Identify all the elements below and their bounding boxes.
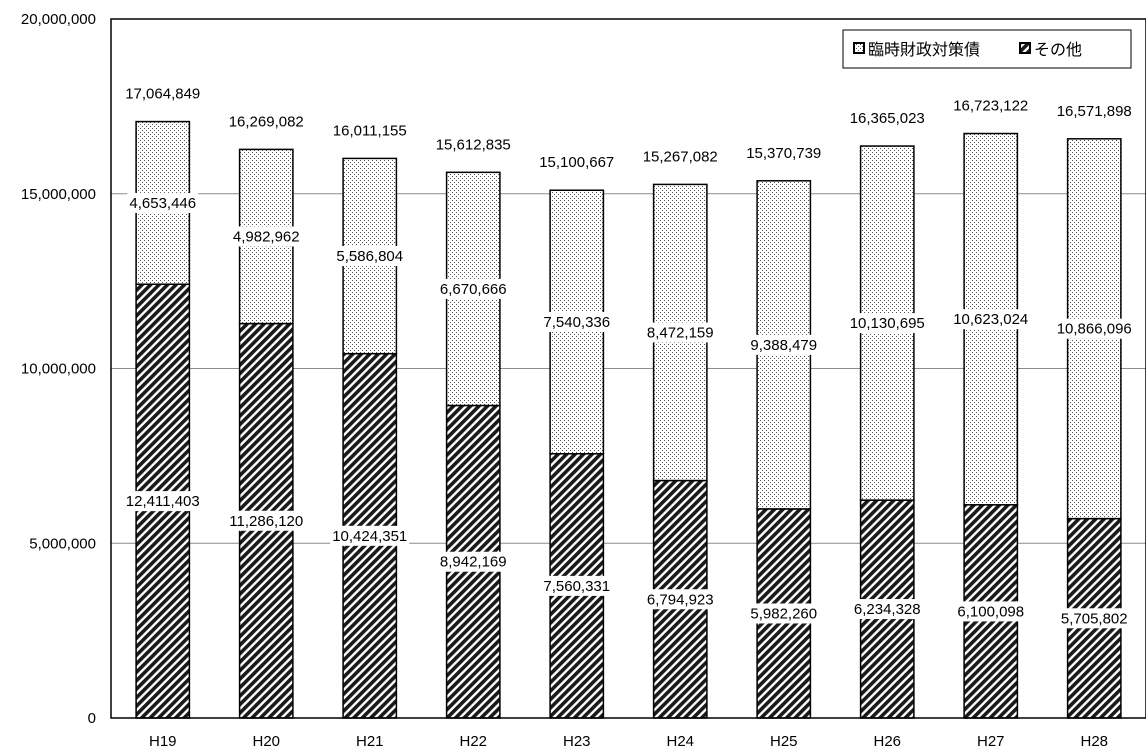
legend-label-rinji: 臨時財政対策債 xyxy=(868,40,980,59)
x-tick-label: H22 xyxy=(459,733,487,750)
legend: 臨時財政対策債 その他 xyxy=(842,29,1132,69)
segment-label-sonota: 6,794,923 xyxy=(644,589,716,610)
segment-label-rinji: 10,623,024 xyxy=(951,309,1031,330)
total-label: 16,269,082 xyxy=(229,113,304,130)
legend-label-sonota: その他 xyxy=(1034,40,1082,59)
segment-label-rinji-bg xyxy=(1054,318,1134,339)
total-label: 16,723,122 xyxy=(953,98,1028,115)
segment-label-sonota-text: 6,234,328 xyxy=(854,601,921,618)
total-label: 16,011,155 xyxy=(333,122,407,139)
data-labels: 17,064,849 4,653,446 12,411,403 16,269,082 4… xyxy=(123,86,1134,629)
x-tick-label: H28 xyxy=(1080,733,1108,750)
segment-label-rinji-bg xyxy=(127,192,199,213)
axes xyxy=(110,18,1146,719)
segment-label-rinji: 4,982,962 xyxy=(230,226,302,247)
segment-label-rinji-bg xyxy=(847,313,927,334)
total-label: 15,370,739 xyxy=(746,145,821,162)
segment-label-sonota: 6,100,098 xyxy=(955,601,1027,622)
plot-area-frame xyxy=(110,18,1146,719)
segment-label-sonota: 6,234,328 xyxy=(851,599,923,620)
segment-label-sonota-bg xyxy=(437,551,509,572)
segment-label-sonota-text: 5,705,802 xyxy=(1061,610,1128,627)
segment-label-rinji: 9,388,479 xyxy=(748,334,820,355)
y-tick-label: 5,000,000 xyxy=(29,535,96,552)
segment-label-sonota-bg xyxy=(123,491,202,512)
segment-label-sonota: 12,411,403 xyxy=(123,491,202,512)
segment-label-rinji-text: 6,670,666 xyxy=(440,281,507,298)
y-tick-label: 0 xyxy=(88,710,96,727)
segment-label-sonota-text: 8,942,169 xyxy=(440,554,507,571)
segment-label-sonota: 7,560,331 xyxy=(541,575,613,596)
y-tick-label: 20,000,000 xyxy=(21,11,96,28)
x-tick-label: H26 xyxy=(873,733,901,750)
legend-swatch-dotted xyxy=(853,42,865,54)
segment-label-rinji-text: 4,982,962 xyxy=(233,228,300,245)
segment-label-sonota: 11,286,120 xyxy=(227,510,306,531)
x-tick-label: H25 xyxy=(770,733,798,750)
segment-label-rinji: 4,653,446 xyxy=(127,192,199,213)
segment-label-rinji: 10,866,096 xyxy=(1054,318,1134,339)
segment-label-sonota-bg xyxy=(644,589,716,610)
segment-label-rinji-bg xyxy=(541,311,613,332)
segment-label-rinji-text: 8,472,159 xyxy=(647,324,714,341)
total-label: 15,100,667 xyxy=(539,154,614,171)
segment-label-rinji-text: 10,866,096 xyxy=(1057,321,1132,338)
segment-label-sonota-text: 5,982,260 xyxy=(750,605,817,622)
segment-label-rinji-bg xyxy=(230,226,302,247)
segment-label-sonota-bg xyxy=(541,575,613,596)
y-tick-label: 15,000,000 xyxy=(21,186,96,203)
segment-label-rinji: 10,130,695 xyxy=(847,313,927,334)
y-tick-label: 10,000,000 xyxy=(21,361,96,378)
segment-label-rinji-bg xyxy=(334,246,406,267)
segment-label-sonota: 5,705,802 xyxy=(1058,608,1130,629)
y-tick-labels: 0 5,000,000 10,000,000 15,000,000 20,000,000 xyxy=(21,11,96,727)
total-label: 16,571,898 xyxy=(1057,103,1132,120)
x-tick-labels: H19 H20 H21 H22 H23 H24 H25 H26 H27 H28 xyxy=(149,733,1108,750)
segment-label-rinji: 8,472,159 xyxy=(644,322,716,343)
segment-label-rinji-bg xyxy=(951,309,1031,330)
segment-label-rinji-bg xyxy=(748,334,820,355)
segment-label-rinji-bg xyxy=(437,278,509,299)
total-label: 15,267,082 xyxy=(643,148,718,165)
segment-label-sonota-bg xyxy=(955,601,1027,622)
segment-label-sonota: 5,982,260 xyxy=(748,603,820,624)
x-tick-label: H21 xyxy=(356,733,384,750)
segment-label-sonota-bg xyxy=(227,510,306,531)
x-tick-label: H19 xyxy=(149,733,177,750)
segment-label-rinji: 6,670,666 xyxy=(437,278,509,299)
legend-swatch-hatch xyxy=(1019,42,1031,54)
segment-label-sonota: 10,424,351 xyxy=(330,525,410,546)
x-tick-label: H20 xyxy=(252,733,280,750)
legend-frame xyxy=(842,29,1132,69)
segment-label-rinji-text: 10,130,695 xyxy=(850,315,925,332)
segment-label-rinji: 7,540,336 xyxy=(541,311,613,332)
segment-label-sonota-text: 6,100,098 xyxy=(957,603,1024,620)
x-tick-label: H24 xyxy=(666,733,694,750)
segment-label-sonota-text: 6,794,923 xyxy=(647,591,714,608)
x-tick-label: H23 xyxy=(563,733,591,750)
segment-label-sonota-bg xyxy=(851,599,923,620)
segment-label-sonota-bg xyxy=(1058,608,1130,629)
segment-label-sonota-text: 7,560,331 xyxy=(543,578,610,595)
segment-label-sonota-text: 12,411,403 xyxy=(126,493,200,510)
bars xyxy=(135,120,1122,719)
segment-label-sonota-bg xyxy=(748,603,820,624)
total-label: 17,064,849 xyxy=(125,86,200,103)
segment-label-rinji: 5,586,804 xyxy=(334,246,406,267)
segment-label-sonota-bg xyxy=(330,525,410,546)
total-label: 15,612,835 xyxy=(436,136,511,153)
segment-label-rinji-text: 10,623,024 xyxy=(953,311,1028,328)
segment-label-sonota-text: 11,286,120 xyxy=(229,513,303,530)
segment-label-sonota-text: 10,424,351 xyxy=(332,528,407,545)
segment-label-rinji-text: 9,388,479 xyxy=(750,337,817,354)
total-label: 16,365,023 xyxy=(850,110,925,127)
segment-label-rinji-text: 4,653,446 xyxy=(129,195,196,212)
segment-label-sonota: 8,942,169 xyxy=(437,551,509,572)
segment-label-rinji-bg xyxy=(644,322,716,343)
x-tick-label: H27 xyxy=(977,733,1005,750)
segment-label-rinji-text: 7,540,336 xyxy=(543,314,610,331)
segment-label-rinji-text: 5,586,804 xyxy=(336,248,403,265)
